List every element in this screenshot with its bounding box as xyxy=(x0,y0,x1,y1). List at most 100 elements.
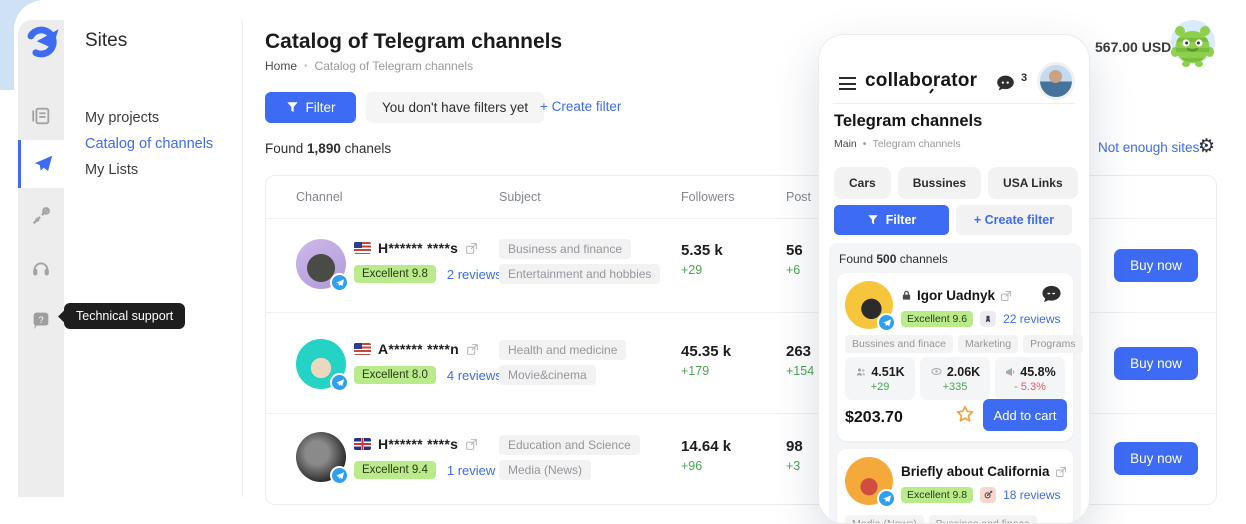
breadcrumb-home[interactable]: Home xyxy=(265,59,298,73)
sidebar-item-my-lists[interactable]: My Lists xyxy=(85,162,139,178)
not-enough-sites-link[interactable]: Not enough sites? xyxy=(1098,140,1207,155)
channel-name-row[interactable]: H****** ****s xyxy=(354,436,478,452)
question-chat-icon: ? xyxy=(33,312,49,330)
engagement-icon xyxy=(1006,367,1015,376)
followers-value: 14.64 k xyxy=(681,438,732,455)
subject-tags: Business and finance Entertainment and h… xyxy=(499,239,661,284)
sidebar-item-support-headset[interactable] xyxy=(18,244,64,292)
table-row[interactable]: A****** ****n Excellent 8.0 4 reviews He… xyxy=(266,312,1216,413)
stat-value: 45.8% xyxy=(1020,364,1056,379)
breadcrumb-current: Catalog of Telegram channels xyxy=(314,59,474,73)
mobile-results-panel: Found 500 channels Igor Uadnyk Excellent… xyxy=(829,243,1083,523)
channel-name-row[interactable]: H****** ****s xyxy=(354,240,478,256)
channel-name-row[interactable]: A****** ****n xyxy=(354,341,479,357)
breadcrumb-current: Telegram channels xyxy=(872,138,961,150)
country-flag-icon xyxy=(354,438,371,450)
reviews-link[interactable]: 22 reviews xyxy=(1003,312,1061,326)
channel-meta-row: Excellent 9.6 22 reviews xyxy=(901,311,1060,327)
sidebar-item-catalog[interactable] xyxy=(18,140,64,188)
tools-icon xyxy=(32,207,50,225)
gear-icon[interactable]: ⚙ xyxy=(1198,136,1216,157)
funnel-icon xyxy=(867,215,878,225)
chat-icon[interactable] xyxy=(995,73,1016,94)
reviews-link[interactable]: 1 review xyxy=(446,462,496,478)
post-delta: +154 xyxy=(786,364,815,378)
collaborator-wordmark[interactable]: collaborator xyxy=(865,70,977,92)
tab-bussines[interactable]: Bussines xyxy=(897,167,982,199)
table-row[interactable]: H****** ****s Excellent 9.4 1 review Edu… xyxy=(266,413,1216,523)
page-title: Catalog of Telegram channels xyxy=(265,30,563,53)
lock-icon xyxy=(902,290,911,300)
brand-pre: collab xyxy=(865,70,922,91)
table-row[interactable]: H****** ****s Excellent 9.8 2 reviews Bu… xyxy=(266,219,1216,312)
col-followers: Followers xyxy=(681,190,735,204)
collaborator-logo-mark[interactable] xyxy=(24,24,60,60)
telegram-badge-icon xyxy=(330,373,349,392)
followers-delta: +96 xyxy=(681,459,703,473)
telegram-badge-icon xyxy=(330,273,349,292)
buy-now-button[interactable]: Buy now xyxy=(1114,249,1198,282)
results-prefix: Found xyxy=(839,252,874,266)
external-link-icon[interactable] xyxy=(465,242,478,255)
reviews-link[interactable]: 4 reviews xyxy=(446,367,502,383)
tab-cars[interactable]: Cars xyxy=(834,167,891,199)
create-filter-button[interactable]: + Create filter xyxy=(540,99,622,114)
buy-now-button[interactable]: Buy now xyxy=(1114,347,1198,380)
external-link-icon[interactable] xyxy=(466,343,479,356)
channel-avatar xyxy=(296,432,349,485)
post-value: 263 xyxy=(786,343,812,360)
rating-badge: Excellent 9.4 xyxy=(354,461,436,479)
channel-name-row[interactable]: Igor Uadnyk xyxy=(901,288,1012,303)
stat-value: 2.06K xyxy=(946,364,981,379)
brand-o: o xyxy=(921,70,933,91)
tab-usa-links[interactable]: USA Links xyxy=(988,167,1078,199)
results-number: 500 xyxy=(876,252,897,266)
mobile-create-filter-button[interactable]: + Create filter xyxy=(956,205,1072,235)
sidebar-item-catalog-of-channels[interactable]: Catalog of channels xyxy=(85,136,214,152)
channel-name: A****** ****n xyxy=(378,341,459,357)
favorite-star-icon[interactable] xyxy=(955,404,975,424)
followers-metric: 5.35 k +29 xyxy=(681,242,723,277)
subject-tag: Education and Science xyxy=(499,435,640,455)
channel-name-row[interactable]: Briefly about California xyxy=(901,464,1067,479)
reviews-link[interactable]: 18 reviews xyxy=(1003,488,1061,502)
breadcrumb-separator: • xyxy=(862,138,867,150)
post-metric: 98 +3 xyxy=(786,438,803,473)
chat-bubble-icon[interactable] xyxy=(1040,283,1063,306)
sidebar-title: Sites xyxy=(85,30,128,51)
sidebar-item-my-projects[interactable]: My projects xyxy=(85,110,160,126)
sidebar-item-projects[interactable] xyxy=(18,92,64,140)
user-avatar[interactable] xyxy=(1037,62,1075,100)
external-link-icon[interactable] xyxy=(1000,290,1012,302)
telegram-badge-icon xyxy=(877,313,896,332)
subject-tags: Media (News) Bussines and finace xyxy=(845,515,1037,523)
mobile-page-title: Telegram channels xyxy=(834,112,983,130)
channel-meta-row: Excellent 8.0 4 reviews xyxy=(354,366,502,384)
mobile-filter-button[interactable]: Filter xyxy=(834,205,949,235)
followers-delta: +29 xyxy=(681,263,703,277)
add-to-cart-button[interactable]: Add to cart xyxy=(983,399,1067,431)
filter-button-label: Filter xyxy=(305,100,336,115)
sidebar-item-tools[interactable] xyxy=(18,192,64,240)
results-suffix: chanels xyxy=(344,141,392,156)
followers-metric: 14.64 k +96 xyxy=(681,438,731,473)
rating-badge: Excellent 9.8 xyxy=(354,265,436,283)
table-header-row: Channel Subject Followers Post xyxy=(266,176,1216,219)
country-flag-icon xyxy=(354,242,371,254)
reviews-link[interactable]: 2 reviews xyxy=(446,266,502,282)
followers-delta: +179 xyxy=(681,364,710,378)
breadcrumb-home[interactable]: Main xyxy=(834,138,857,150)
channel-card[interactable]: Briefly about California Excellent 9.8 1… xyxy=(837,449,1073,523)
post-delta: +3 xyxy=(786,459,801,473)
breadcrumb: Home • Catalog of Telegram channels xyxy=(265,59,473,73)
channel-card[interactable]: Igor Uadnyk Excellent 9.6 22 reviews Bus… xyxy=(837,273,1083,441)
external-link-icon[interactable] xyxy=(465,438,478,451)
external-link-icon[interactable] xyxy=(1055,466,1067,478)
post-metric: 56 +6 xyxy=(786,242,803,277)
sidebar-item-help[interactable]: ? xyxy=(18,296,64,344)
filter-button[interactable]: Filter xyxy=(265,92,356,123)
subject-tag: Bussines and finace xyxy=(928,515,1037,523)
buy-now-button[interactable]: Buy now xyxy=(1114,442,1198,475)
hamburger-menu-icon[interactable] xyxy=(839,77,856,94)
mobile-preview-card: collaborator 3 Telegram channels Main • … xyxy=(818,34,1090,524)
